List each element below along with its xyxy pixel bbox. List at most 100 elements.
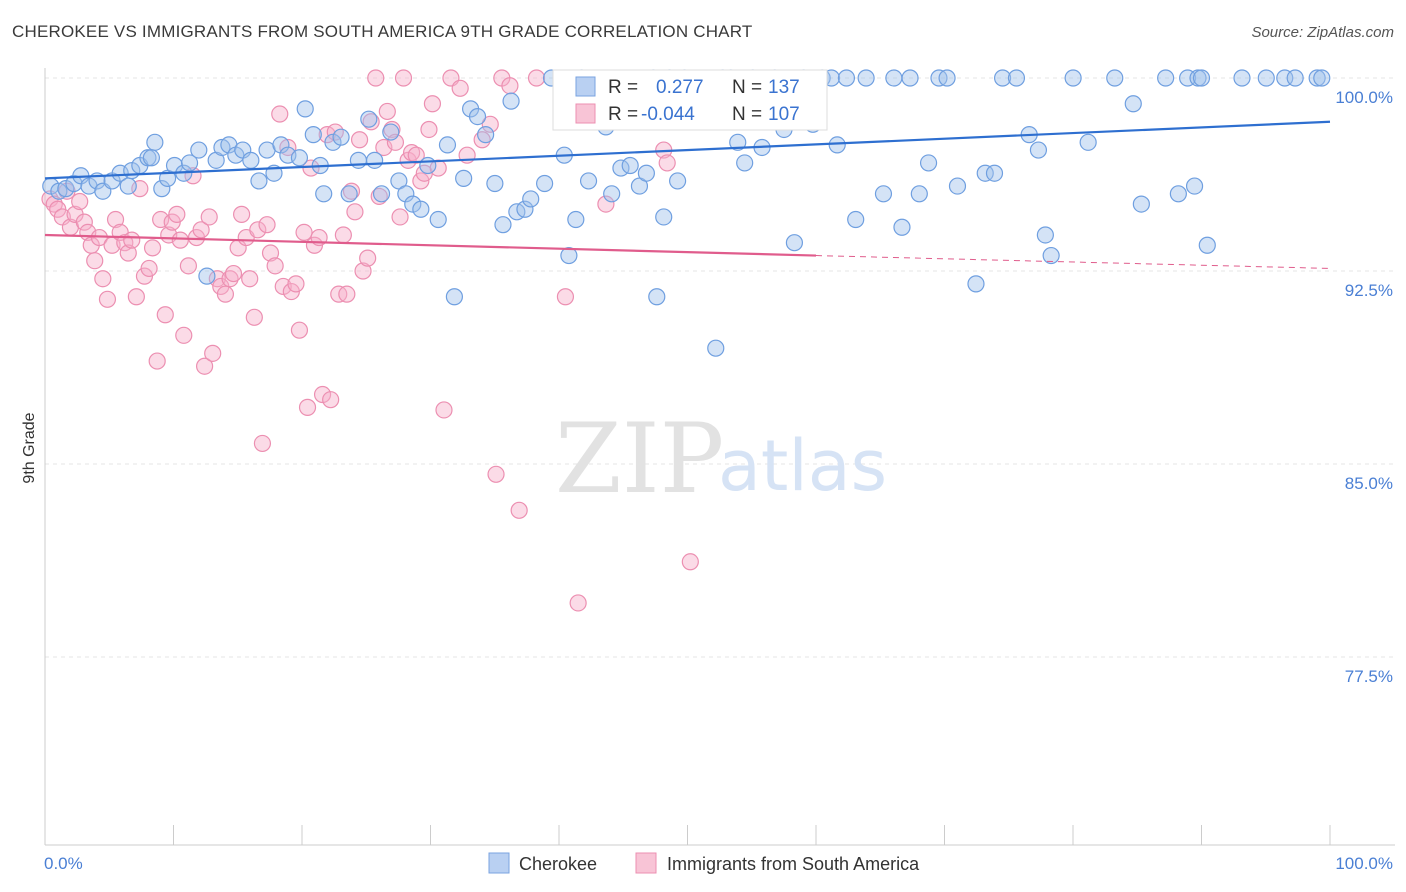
immigrants-point-86 [391,208,409,226]
cherokee-point-48 [397,185,415,203]
immigrants-point-98 [451,79,469,97]
immigrants-point-52 [253,434,272,453]
immigrants-point-21 [127,288,145,306]
immigrants-point-87 [394,69,413,87]
cherokee-point-102 [874,185,893,203]
immigrants-point-13 [94,270,112,288]
cherokee-point-46 [382,123,400,141]
cherokee-point-1 [50,182,68,200]
chart-title: CHEROKEE VS IMMIGRANTS FROM SOUTH AMERIC… [12,22,753,41]
immigrants-point-81 [370,187,388,205]
cherokee-point-38 [315,185,333,203]
cherokee-point-135 [1286,69,1304,87]
cherokee-point-75 [621,156,639,175]
immigrants-point-80 [367,69,385,87]
immigrants-point-8 [75,213,93,231]
cherokee-point-136 [1308,69,1326,87]
bottom-legend-swatch-immigrants [635,852,657,874]
legend-n-label-immigrants: N = [732,104,762,125]
cherokee-point-114 [993,69,1012,87]
cherokee-point-40 [332,128,350,146]
bottom-legend-label-immigrants: Immigrants from South America [667,854,920,874]
cherokee-point-41 [340,185,358,203]
immigrants-point-83 [378,102,396,121]
cherokee-point-77 [637,164,655,182]
immigrants-point-104 [501,77,519,95]
cherokee-point-123 [1124,95,1142,113]
cherokee-point-29 [250,172,268,190]
trend-lines [44,120,1331,269]
source-label: Source: ZipAtlas.com [1251,24,1394,41]
y-tick-labels: 100.0% 92.5% 85.0% 77.5% [1335,88,1393,686]
immigrants-point-85 [386,133,405,151]
immigrants-point-32 [171,231,189,249]
bottom-legend: Cherokee Immigrants from South America [488,852,920,874]
immigrants-point-33 [175,326,193,344]
cherokee-point-65 [536,174,554,193]
immigrants-point-14 [98,290,117,308]
cherokee-point-111 [967,275,985,293]
legend-swatch-cherokee [575,76,596,97]
series-immigrants-points [41,69,699,612]
cherokee-point-61 [502,92,520,110]
immigrants-point-77 [354,262,372,280]
cherokee-point-126 [1169,185,1187,203]
trend-line-immigrants [44,233,817,257]
cherokee-point-80 [655,208,673,226]
bottom-legend-swatch-cherokee [488,852,510,874]
cherokee-point-118 [1036,226,1054,244]
immigrants-point-76 [350,131,369,149]
watermark: ZIP atlas [555,403,887,515]
cherokee-point-84 [707,339,725,357]
immigrants-point-49 [241,270,259,288]
cherokee-point-63 [516,200,534,218]
immigrants-point-34 [179,257,198,275]
legend-box: R = 0.277 N = 137 R = -0.044 N = 107 [552,69,828,131]
legend-r-label-immigrants: R = [608,104,638,125]
cherokee-point-128 [1185,177,1204,195]
cherokee-point-21 [190,141,208,159]
bottom-legend-label-cherokee: Cherokee [519,854,597,874]
cherokee-point-69 [567,210,585,229]
cherokee-point-105 [901,69,919,87]
legend-r-value-immigrants: -0.044 [641,104,695,125]
cherokee-point-103 [885,69,903,87]
immigrants-point-39 [200,208,218,226]
cherokee-point-113 [985,164,1004,182]
immigrants-point-96 [435,401,453,419]
immigrants-point-20 [123,231,141,249]
y-axis-label: 9th Grade [21,412,38,483]
immigrants-point-73 [338,285,356,303]
cherokee-point-60 [494,216,512,234]
immigrants-point-38 [195,357,214,375]
immigrants-point-93 [420,120,438,139]
cherokee-point-121 [1079,133,1097,151]
cherokee-point-68 [560,246,578,265]
cherokee-point-124 [1132,195,1150,213]
immigrants-point-51 [249,221,267,239]
immigrants-point-56 [271,105,289,123]
immigrants-point-107 [556,288,575,306]
immigrants-point-62 [295,223,313,241]
immigrants-point-112 [681,553,699,571]
immigrants-point-55 [266,257,284,275]
x-tick-labels: 0.0% 100.0% [44,854,1393,873]
immigrants-point-40 [204,344,222,362]
legend-r-value-cherokee: 0.277 [656,77,704,98]
cherokee-point-52 [429,210,447,229]
cherokee-point-110 [948,177,967,195]
y-tick-label-2: 85.0% [1345,474,1393,493]
cherokee-point-43 [360,110,378,128]
cherokee-point-99 [837,69,856,87]
immigrants-point-7 [71,192,89,211]
cherokee-point-42 [349,151,368,169]
immigrants-point-61 [290,321,309,339]
cherokee-point-57 [468,107,487,126]
cherokee-point-104 [893,218,911,236]
cherokee-point-109 [938,69,956,87]
immigrants-point-11 [86,252,104,270]
cherokee-point-24 [213,138,231,157]
cherokee-point-34 [296,100,314,118]
cherokee-point-35 [290,149,309,167]
